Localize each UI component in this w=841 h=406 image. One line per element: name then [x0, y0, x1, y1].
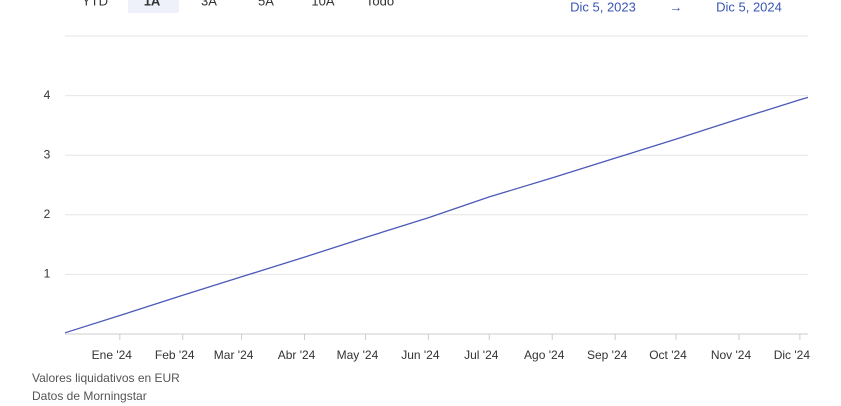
- x-tick-label: Ago '24: [524, 348, 565, 362]
- range-button[interactable]: YTD: [82, 0, 108, 8]
- x-tick-label: Jul '24: [464, 348, 499, 362]
- x-tick-label: Abr '24: [278, 348, 316, 362]
- y-tick-label: 3: [44, 147, 51, 161]
- x-tick-label: Nov '24: [711, 348, 752, 362]
- note: Datos de Morningstar: [32, 389, 147, 403]
- x-tick-label: Sep '24: [587, 348, 628, 362]
- x-tick-label: Ene '24: [92, 348, 133, 362]
- range-button[interactable]: Todo: [366, 0, 394, 8]
- x-tick-label: Jun '24: [401, 348, 440, 362]
- x-tick-label: Oct '24: [649, 348, 687, 362]
- range-button[interactable]: 5A: [258, 0, 274, 8]
- start-date[interactable]: Dic 5, 2023: [570, 0, 636, 14]
- selected-range-bg: [128, 0, 179, 13]
- arrow: →: [670, 0, 683, 14]
- x-tick-label: May '24: [337, 348, 379, 362]
- note: Valores liquidativos en EUR: [32, 371, 180, 385]
- range-button[interactable]: 3A: [201, 0, 217, 8]
- end-date[interactable]: Dic 5, 2024: [716, 0, 782, 14]
- range-button[interactable]: 1A: [144, 0, 161, 8]
- x-tick-label: Feb '24: [155, 348, 195, 362]
- range-button[interactable]: 10A: [311, 0, 334, 8]
- line: [64, 96, 809, 334]
- y-tick-label: 2: [44, 207, 51, 221]
- x-tick-label: Mar '24: [214, 348, 254, 362]
- y-tick-label: 1: [44, 267, 51, 281]
- y-tick-label: 4: [44, 88, 51, 102]
- x-tick-label: Dic '24: [774, 348, 811, 362]
